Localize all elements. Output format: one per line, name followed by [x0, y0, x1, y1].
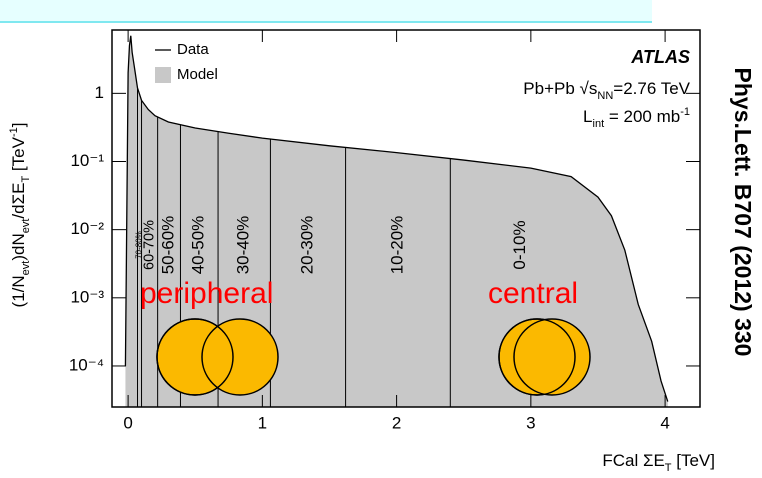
centrality-label: 10-20%: [387, 216, 406, 275]
experiment: ATLAS: [630, 47, 690, 67]
luminosity: Lint = 200 mb-1: [583, 106, 690, 130]
text-part: =2.76 TeV: [613, 79, 690, 98]
data-line: [124, 35, 669, 402]
centrality-label: 60-70%: [141, 220, 157, 270]
y-tick-label: 10⁻¹: [70, 151, 104, 170]
x-tick-label: 4: [660, 413, 669, 432]
text-part: = 200 mb: [604, 107, 680, 126]
text-part: evt: [20, 219, 32, 234]
text-part: NN: [597, 90, 613, 102]
centrality-label: 30-40%: [234, 216, 253, 275]
x-tick-label: 2: [392, 413, 401, 432]
text-part: (1/N: [9, 275, 28, 307]
text-part: [TeV]: [672, 451, 715, 470]
nucleus-outline: [498, 318, 576, 396]
text-part: /dΣE: [9, 183, 28, 219]
x-tick-label: 3: [526, 413, 535, 432]
text-part: Pb+Pb √s: [523, 79, 597, 98]
centrality-label: 70-80%: [135, 231, 144, 259]
top-band: [0, 0, 652, 22]
y-tick-label: 1: [95, 83, 104, 102]
text-part: ]: [9, 123, 28, 128]
text-part: evt: [20, 261, 32, 276]
legend-label: Model: [177, 66, 218, 83]
plot-frame: [111, 29, 701, 408]
peripheral-label: peripheral: [140, 277, 273, 310]
text-part: )dN: [9, 233, 28, 260]
x-tick-label: 0: [123, 413, 132, 432]
legend-swatch: [155, 67, 171, 83]
nucleus: [513, 318, 591, 396]
text-part: T: [665, 462, 672, 473]
x-axis-label: FCal ΣET [TeV]: [602, 451, 715, 473]
reference: Phys.Lett. B707 (2012) 330: [730, 68, 756, 357]
text-part: -1: [8, 127, 20, 137]
centrality-label: 50-60%: [159, 216, 178, 275]
nucleus-outline: [156, 318, 234, 396]
nucleus: [201, 318, 279, 396]
centrality-label: 20-30%: [297, 216, 316, 275]
text-part: [TeV: [9, 136, 28, 175]
legend-label: Data: [177, 41, 209, 58]
plot-area: 70-80%60-70% 50-60% 40-50% 30-40% 20-30% 10-2…: [69, 29, 701, 432]
overlap-icons: [156, 318, 591, 396]
collision: Pb+Pb √sNN=2.76 TeV: [523, 79, 690, 101]
y-tick-label: 10⁻²: [70, 219, 104, 238]
model-area: [125, 35, 668, 408]
y-axis-label: (1/Nevt)dNevt/dΣET [TeV-1]: [8, 123, 32, 308]
text-part: -1: [680, 106, 690, 118]
text-part: int: [593, 118, 605, 130]
text-part: FCal ΣE: [602, 451, 664, 470]
y-tick-label: 10⁻⁴: [69, 355, 104, 374]
central-label: central: [488, 277, 578, 310]
text-part: L: [583, 107, 592, 126]
centrality-label: 0-10%: [510, 220, 529, 269]
text-part: T: [20, 176, 32, 183]
y-tick-label: 10⁻³: [70, 287, 104, 306]
centrality-label: 40-50%: [189, 216, 208, 275]
x-tick-label: 1: [258, 413, 267, 432]
